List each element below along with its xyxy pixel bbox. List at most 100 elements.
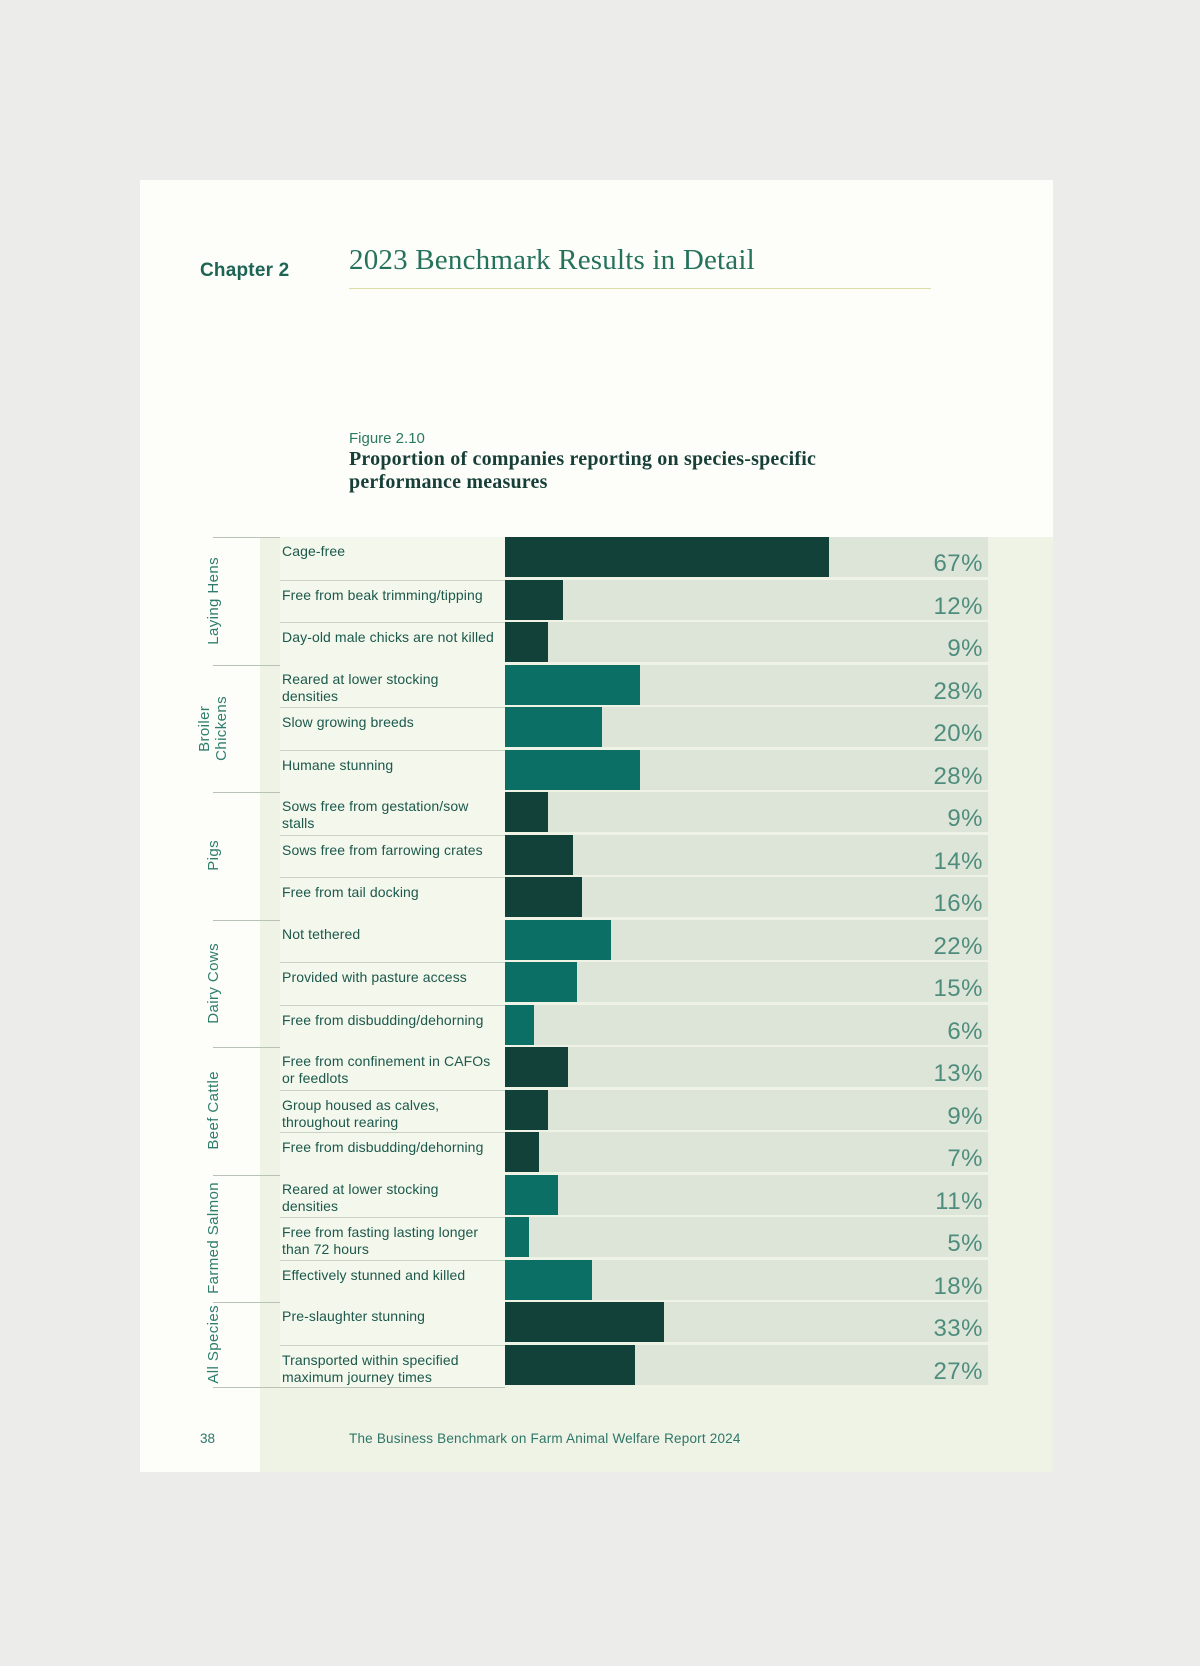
figure-label: Figure 2.10 — [349, 430, 425, 447]
measure-label: Cage-free — [280, 537, 505, 580]
bar — [505, 664, 641, 705]
bar-track: 9% — [505, 792, 988, 832]
bar-track: 12% — [505, 579, 988, 620]
bar — [505, 1132, 539, 1172]
value-label: 12% — [933, 592, 983, 620]
value-label: 20% — [933, 720, 983, 747]
value-label: 22% — [933, 932, 983, 960]
species-group-label: All Species — [204, 1305, 222, 1384]
value-label: 28% — [933, 677, 983, 705]
bar — [505, 834, 573, 875]
value-label: 11% — [935, 1187, 983, 1215]
measure-label: Day-old male chicks are not killed — [280, 622, 505, 665]
bar — [505, 792, 549, 832]
measure-label: Transported within specified maximum jou… — [280, 1344, 505, 1387]
bar — [505, 622, 549, 662]
value-label: 5% — [947, 1230, 983, 1257]
species-group-label: Pigs — [204, 840, 222, 872]
measure-label: Reared at lower stocking densities — [280, 1174, 505, 1217]
measure-label: Sows free from farrowing crates — [280, 834, 505, 877]
bar-track: 16% — [505, 877, 988, 917]
value-label: 9% — [947, 1102, 983, 1130]
chart: Laying Hens Cage-free 67% Free from beak tr… — [190, 537, 1053, 1388]
measure-label: Slow growing breeds — [280, 707, 505, 750]
measure-label: Reared at lower stocking densities — [280, 664, 505, 707]
value-label: 9% — [947, 805, 983, 832]
measure-label: Free from beak trimming/tipping — [280, 579, 505, 622]
bar-track: 15% — [505, 962, 988, 1002]
bar-track: 67% — [505, 537, 988, 577]
measure-label: Sows free from gestation/sow stalls — [280, 792, 505, 835]
value-label: 15% — [933, 975, 983, 1002]
bar-track: 28% — [505, 664, 988, 705]
measure-label: Free from disbudding/dehorning — [280, 1132, 505, 1175]
bar — [505, 962, 578, 1002]
bar-track: 27% — [505, 1344, 988, 1385]
measure-label: Group housed as calves, throughout reari… — [280, 1089, 505, 1132]
species-group-label: Farmed Salmon — [204, 1182, 222, 1295]
bar-track: 6% — [505, 1004, 988, 1045]
bar — [505, 707, 602, 747]
group-divider — [213, 1387, 505, 1388]
measure-label: Not tethered — [280, 919, 505, 962]
value-label: 13% — [933, 1060, 983, 1087]
bar-track: 11% — [505, 1174, 988, 1215]
species-group-rail: Pigs — [190, 792, 236, 920]
bar — [505, 1174, 559, 1215]
value-label: 33% — [933, 1315, 983, 1342]
species-group-label: Dairy Cows — [204, 942, 222, 1024]
species-group-rail: All Species — [190, 1302, 236, 1387]
bar-track: 7% — [505, 1132, 988, 1172]
bar — [505, 1259, 592, 1300]
value-label: 27% — [933, 1357, 983, 1385]
report-page: Chapter 2 2023 Benchmark Results in Deta… — [140, 180, 1053, 1472]
chapter-label: Chapter 2 — [200, 260, 290, 281]
measure-label: Effectively stunned and killed — [280, 1259, 505, 1302]
value-label: 7% — [947, 1145, 983, 1172]
bar-track: 22% — [505, 919, 988, 960]
measure-label: Free from fasting lasting longer than 72… — [280, 1217, 505, 1260]
value-label: 18% — [933, 1272, 983, 1300]
measure-label: Humane stunning — [280, 749, 505, 792]
species-group-rail: Farmed Salmon — [190, 1175, 236, 1303]
bar-track: 28% — [505, 749, 988, 790]
bar-track: 14% — [505, 834, 988, 875]
species-group-rail: Beef Cattle — [190, 1047, 236, 1175]
measure-label: Provided with pasture access — [280, 962, 505, 1005]
bar — [505, 1089, 549, 1130]
bar-track: 20% — [505, 707, 988, 747]
bar-track: 33% — [505, 1302, 988, 1342]
bar — [505, 877, 583, 917]
bar — [505, 919, 612, 960]
species-group-rail: Dairy Cows — [190, 920, 236, 1048]
bar — [505, 537, 829, 577]
species-group-label: Broiler Chickens — [196, 695, 230, 761]
bar-track: 13% — [505, 1047, 988, 1087]
bar-track: 5% — [505, 1217, 988, 1257]
measure-label: Free from tail docking — [280, 877, 505, 920]
bar — [505, 1047, 568, 1087]
measure-label: Free from disbudding/dehorning — [280, 1004, 505, 1047]
species-group-label: Laying Hens — [204, 556, 222, 645]
value-label: 67% — [933, 550, 983, 577]
value-label: 28% — [933, 762, 983, 790]
value-label: 16% — [933, 890, 983, 917]
bar-track: 9% — [505, 1089, 988, 1130]
bar — [505, 749, 641, 790]
species-group-rail: Laying Hens — [190, 537, 236, 665]
bar — [505, 579, 563, 620]
page-number: 38 — [200, 1431, 216, 1446]
title-rule-divider — [349, 288, 931, 289]
bar — [505, 1217, 530, 1257]
bar — [505, 1004, 534, 1045]
measure-label: Free from confinement in CAFOs or feedlo… — [280, 1047, 505, 1090]
species-group-label: Beef Cattle — [204, 1071, 222, 1151]
value-label: 9% — [947, 635, 983, 662]
measure-label: Pre-slaughter stunning — [280, 1302, 505, 1345]
bar-track: 18% — [505, 1259, 988, 1300]
bar — [505, 1302, 665, 1342]
chapter-title: 2023 Benchmark Results in Detail — [349, 244, 755, 276]
species-group-rail: Broiler Chickens — [190, 665, 236, 793]
value-label: 14% — [933, 847, 983, 875]
footer-report-title: The Business Benchmark on Farm Animal We… — [349, 1431, 741, 1446]
